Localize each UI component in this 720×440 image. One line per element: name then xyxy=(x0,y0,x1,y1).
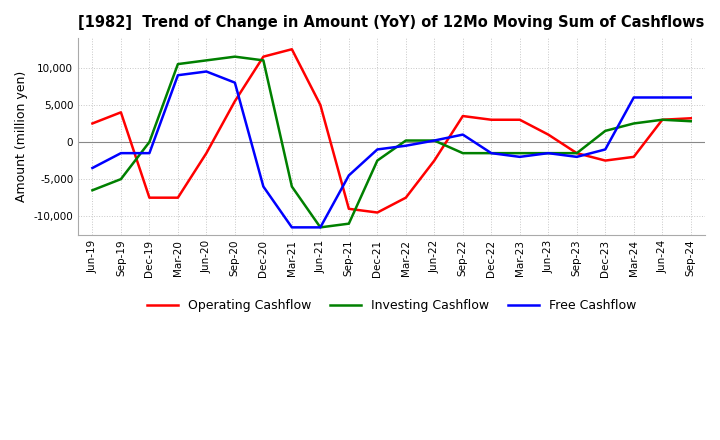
Operating Cashflow xyxy=(658,117,667,122)
Free Cashflow xyxy=(145,150,153,156)
Investing Cashflow xyxy=(459,150,467,156)
Investing Cashflow xyxy=(629,121,638,126)
Investing Cashflow xyxy=(544,150,553,156)
Investing Cashflow xyxy=(202,58,211,63)
Investing Cashflow xyxy=(316,225,325,230)
Legend: Operating Cashflow, Investing Cashflow, Free Cashflow: Operating Cashflow, Investing Cashflow, … xyxy=(142,294,642,317)
Operating Cashflow xyxy=(174,195,182,200)
Operating Cashflow xyxy=(88,121,96,126)
Free Cashflow xyxy=(629,95,638,100)
Investing Cashflow xyxy=(345,221,354,226)
Operating Cashflow xyxy=(601,158,610,163)
Free Cashflow xyxy=(572,154,581,160)
Investing Cashflow xyxy=(174,62,182,67)
Investing Cashflow xyxy=(88,187,96,193)
Operating Cashflow xyxy=(345,206,354,212)
Investing Cashflow xyxy=(373,158,382,163)
Operating Cashflow xyxy=(202,150,211,156)
Free Cashflow xyxy=(601,147,610,152)
Free Cashflow xyxy=(487,150,495,156)
Operating Cashflow xyxy=(259,54,268,59)
Investing Cashflow xyxy=(402,138,410,143)
Operating Cashflow xyxy=(145,195,153,200)
Operating Cashflow xyxy=(487,117,495,122)
Free Cashflow xyxy=(516,154,524,160)
Operating Cashflow xyxy=(572,150,581,156)
Free Cashflow xyxy=(230,80,239,85)
Operating Cashflow xyxy=(316,102,325,107)
Free Cashflow xyxy=(430,138,438,143)
Free Cashflow xyxy=(345,173,354,178)
Free Cashflow xyxy=(686,95,695,100)
Free Cashflow xyxy=(402,143,410,148)
Free Cashflow xyxy=(202,69,211,74)
Investing Cashflow xyxy=(230,54,239,59)
Investing Cashflow xyxy=(572,150,581,156)
Y-axis label: Amount (million yen): Amount (million yen) xyxy=(15,71,28,202)
Operating Cashflow xyxy=(629,154,638,160)
Free Cashflow xyxy=(459,132,467,137)
Investing Cashflow xyxy=(487,150,495,156)
Free Cashflow xyxy=(544,150,553,156)
Free Cashflow xyxy=(259,184,268,189)
Investing Cashflow xyxy=(601,128,610,133)
Operating Cashflow xyxy=(544,132,553,137)
Free Cashflow xyxy=(88,165,96,171)
Line: Free Cashflow: Free Cashflow xyxy=(92,72,690,227)
Line: Operating Cashflow: Operating Cashflow xyxy=(92,49,690,213)
Investing Cashflow xyxy=(430,138,438,143)
Free Cashflow xyxy=(287,225,296,230)
Operating Cashflow xyxy=(459,114,467,119)
Investing Cashflow xyxy=(686,119,695,124)
Title: [1982]  Trend of Change in Amount (YoY) of 12Mo Moving Sum of Cashflows: [1982] Trend of Change in Amount (YoY) o… xyxy=(78,15,705,30)
Free Cashflow xyxy=(174,73,182,78)
Operating Cashflow xyxy=(287,47,296,52)
Free Cashflow xyxy=(373,147,382,152)
Operating Cashflow xyxy=(373,210,382,215)
Investing Cashflow xyxy=(145,139,153,145)
Investing Cashflow xyxy=(516,150,524,156)
Free Cashflow xyxy=(658,95,667,100)
Investing Cashflow xyxy=(117,176,125,182)
Investing Cashflow xyxy=(658,117,667,122)
Operating Cashflow xyxy=(516,117,524,122)
Operating Cashflow xyxy=(686,116,695,121)
Investing Cashflow xyxy=(259,58,268,63)
Operating Cashflow xyxy=(402,195,410,200)
Free Cashflow xyxy=(117,150,125,156)
Free Cashflow xyxy=(316,225,325,230)
Operating Cashflow xyxy=(230,99,239,104)
Operating Cashflow xyxy=(430,158,438,163)
Investing Cashflow xyxy=(287,184,296,189)
Line: Investing Cashflow: Investing Cashflow xyxy=(92,57,690,227)
Operating Cashflow xyxy=(117,110,125,115)
